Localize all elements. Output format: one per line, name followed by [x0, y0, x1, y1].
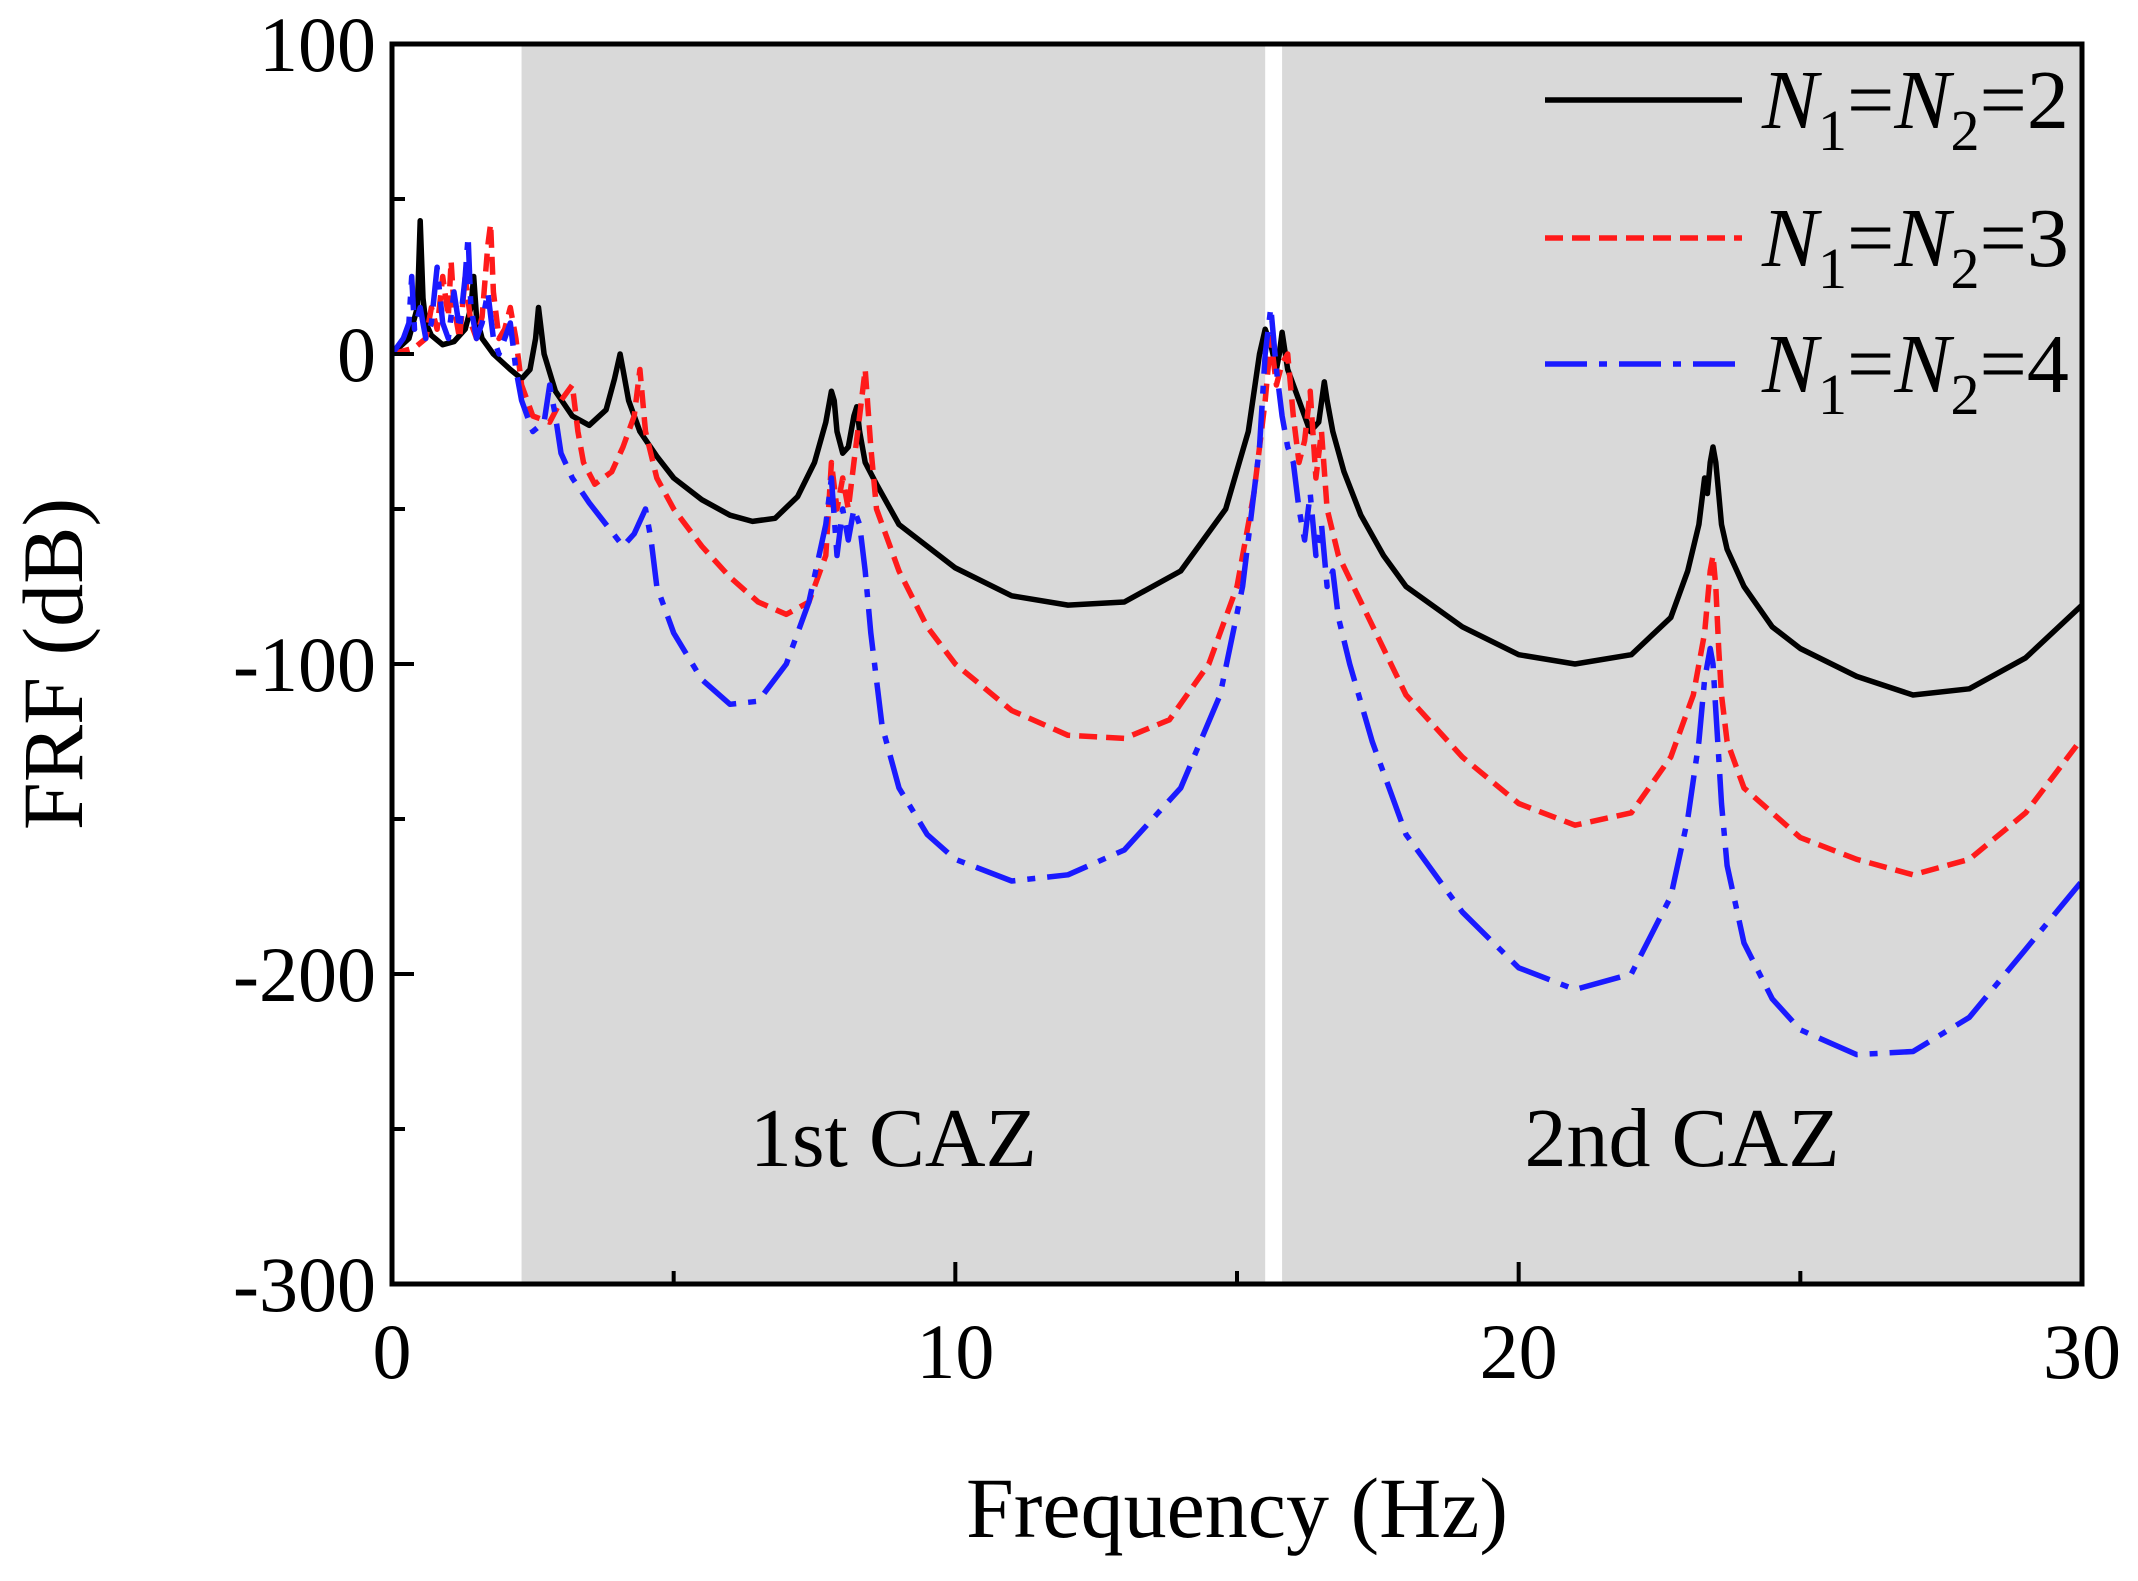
- caz-band-2: [1282, 44, 2082, 1284]
- legend-part-n2: N: [1893, 54, 1954, 147]
- legend: N1=N2=2N1=N2=3N1=N2=4: [1545, 54, 2069, 427]
- caz-band-labels: 1st CAZ 2nd CAZ: [750, 1092, 1840, 1185]
- legend-part-eq1: =: [1847, 192, 1894, 285]
- legend-part-eq2: =: [1979, 54, 2026, 147]
- legend-part-n2: N: [1893, 192, 1954, 285]
- y-tick-label: -200: [233, 931, 376, 1018]
- caz-label-2: 2nd CAZ: [1525, 1092, 1840, 1185]
- caz-label-1: 1st CAZ: [750, 1092, 1037, 1185]
- legend-label-3: N1=N2=4: [1761, 318, 2069, 427]
- legend-label-1: N1=N2=2: [1761, 54, 2069, 163]
- legend-part-value: 4: [2027, 318, 2069, 411]
- x-tick-label: 10: [916, 1308, 994, 1395]
- x-tick-label: 30: [2043, 1308, 2121, 1395]
- legend-part-sub1: 1: [1818, 236, 1847, 301]
- y-tick-label: -300: [233, 1241, 376, 1328]
- legend-part-eq1: =: [1847, 318, 1894, 411]
- axis-ticks: 0 10 20 30 100 0 -100 -200 -300: [233, 1, 2121, 1395]
- caz-bands: [521, 44, 2082, 1284]
- x-tick-label: 20: [1480, 1308, 1558, 1395]
- legend-part-sub1: 1: [1818, 362, 1847, 427]
- legend-part-n2: N: [1893, 318, 1954, 411]
- legend-part-n1: N: [1761, 192, 1822, 285]
- legend-part-value: 2: [2027, 54, 2069, 147]
- y-tick-label: -100: [233, 621, 376, 708]
- x-tick-label: 0: [373, 1308, 412, 1395]
- legend-part-sub2: 2: [1950, 98, 1979, 163]
- legend-label-2: N1=N2=3: [1761, 192, 2069, 301]
- y-axis-label: FRF (dB): [5, 498, 101, 830]
- legend-part-eq2: =: [1979, 318, 2026, 411]
- series-line-3: [389, 233, 2085, 1058]
- y-tick-label: 100: [259, 1, 376, 88]
- x-axis-label: Frequency (Hz): [966, 1460, 1508, 1556]
- y-tick-label: 0: [337, 311, 376, 398]
- series-line-1: [390, 217, 2084, 698]
- legend-part-sub1: 1: [1818, 98, 1847, 163]
- legend-part-value: 3: [2027, 192, 2069, 285]
- caz-band-1: [521, 44, 1266, 1284]
- legend-part-n1: N: [1761, 54, 1822, 147]
- legend-part-eq2: =: [1979, 192, 2026, 285]
- legend-part-eq1: =: [1847, 54, 1894, 147]
- legend-part-n1: N: [1761, 318, 1822, 411]
- legend-part-sub2: 2: [1950, 362, 1979, 427]
- series-group: [389, 217, 2085, 1058]
- legend-part-sub2: 2: [1950, 236, 1979, 301]
